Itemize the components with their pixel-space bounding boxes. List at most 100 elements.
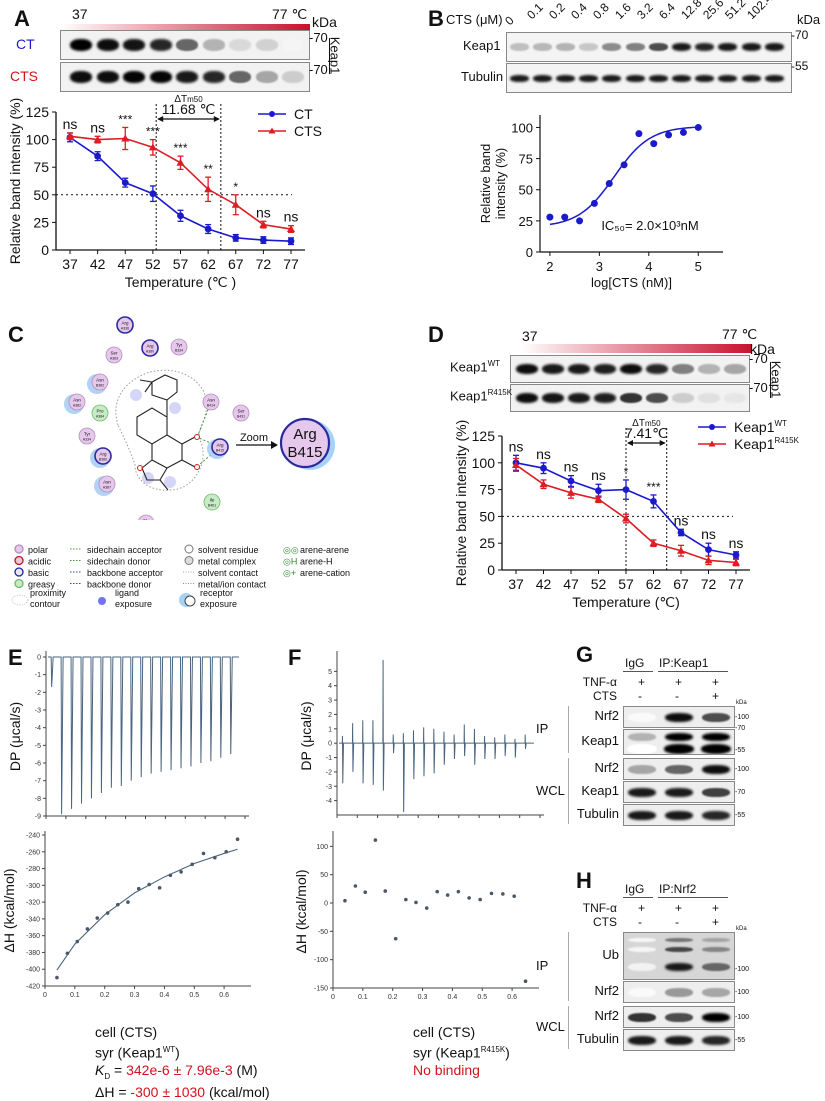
blot-strip-nrf2 <box>623 706 735 728</box>
group-label-ip: IP:Keap1 <box>659 656 709 670</box>
mw-marker: -55 <box>735 812 746 819</box>
y-axis-label: Relative band intensity (%) <box>453 420 469 587</box>
blot-band <box>741 74 761 82</box>
data-point <box>393 936 398 941</box>
mw-marker: -70 <box>749 380 768 395</box>
row-label-ct: CT <box>16 36 35 52</box>
kda-label: kDa <box>736 700 747 706</box>
delta-tm-value: 7.41℃ <box>625 425 668 441</box>
blot-band <box>568 364 590 374</box>
blot-band <box>96 71 119 83</box>
cell-label: cell (CTS) <box>95 1024 158 1040</box>
blot-band <box>542 393 564 403</box>
x-tick-label: 0.4 <box>160 992 170 999</box>
chart-e-thermogram: 0-1-2-3-4-5-6-7-8-905101520253035404550T… <box>7 651 249 821</box>
label-text: Keap1 <box>450 359 488 375</box>
blot-band <box>176 39 198 51</box>
data-point <box>677 546 685 554</box>
data-point <box>489 891 494 896</box>
residue-name: Arg <box>121 321 129 326</box>
significance-label: *** <box>646 480 660 494</box>
x-tick-label: 52 <box>145 256 161 272</box>
data-point <box>343 898 347 903</box>
ligand-interaction-diagram: ArgA336ArgA380TyrB334SerA363AsnB382AsnA3… <box>64 316 335 520</box>
ligand-exposure <box>142 472 154 484</box>
blot-band <box>718 74 738 82</box>
data-point <box>121 134 130 142</box>
residue-id: B334 <box>175 349 183 353</box>
blot-band <box>229 71 251 83</box>
treatment-value: - <box>638 915 642 929</box>
x-tick-label: 77 <box>283 256 299 272</box>
blot-band <box>96 39 119 51</box>
kda-label-b: kDa <box>797 12 821 27</box>
residue-ile-b461 <box>203 493 221 511</box>
row-label-keap1: Keap1 <box>581 783 619 798</box>
oxygen-atom <box>194 434 200 440</box>
row-label-nrf2: Nrf2 <box>594 760 619 775</box>
chart-e-isotherm: -240 -260 -280 -300 -320 -340 -360 -380 -400 -420… <box>1 831 251 999</box>
data-point <box>65 951 70 956</box>
binding-result: No binding <box>413 1061 480 1078</box>
row-label-keap1-wt: Keap1WT <box>450 359 500 374</box>
delta-tm-value: 11.68 ℃ <box>162 101 216 117</box>
significance-label: * <box>624 465 629 479</box>
blot-band <box>665 938 693 942</box>
blot-strip-cts <box>60 62 310 92</box>
blot-band <box>202 39 225 51</box>
concentration-label: 0.1 <box>524 0 546 22</box>
x-tick-label: 62 <box>646 576 662 592</box>
data-point <box>66 132 74 140</box>
data-point <box>414 900 418 905</box>
treatment-label: TNF-α <box>582 675 617 689</box>
x-tick-label: 2 <box>546 259 553 274</box>
data-point <box>694 123 702 131</box>
data-point <box>679 128 687 136</box>
x-tick-label: 0.2 <box>100 992 110 999</box>
y-tick-label: -240 <box>26 833 40 840</box>
residue-name: Tyr <box>84 432 91 437</box>
data-point <box>456 889 461 894</box>
kd-value: KD = 342e-6 ± 7.96e-3 (M) <box>95 1061 258 1081</box>
x-tick-label: 72 <box>701 576 717 592</box>
oxygen-atom <box>194 464 200 470</box>
section-bracket <box>568 932 569 1001</box>
blot-strip-keap1 <box>506 32 792 62</box>
y-tick-label: 0 <box>324 901 328 908</box>
blot-strip-tubulin <box>623 1029 735 1051</box>
data-point <box>435 889 439 894</box>
blot-band <box>702 810 730 820</box>
treatment-value: + <box>712 915 720 929</box>
legend-item: solvent residue <box>198 545 259 555</box>
blot-band <box>698 364 720 374</box>
concentration-label: 0 <box>502 13 517 28</box>
x-tick-label: 3 <box>596 259 603 274</box>
y-tick-label: -2 <box>326 769 332 776</box>
data-point <box>55 975 59 980</box>
residue-name: Arg <box>216 443 224 448</box>
treatment-value: + <box>638 901 646 915</box>
blot-band <box>702 1035 730 1045</box>
arrow-head-right <box>213 116 220 122</box>
group-label-igg: IgG <box>625 882 645 896</box>
blot-band <box>665 1012 693 1022</box>
residue-id: B380 <box>99 458 107 462</box>
y-tick-label: -420 <box>26 984 40 991</box>
residue-id: A384 <box>96 415 104 419</box>
row-label-tubulin: Tubulin <box>576 1031 619 1046</box>
legend-item: metal/ion contact <box>198 580 267 590</box>
blot-strip-ub <box>623 932 735 980</box>
section-bracket <box>568 758 569 824</box>
treatment-value: + <box>675 675 683 689</box>
blot-strip-nrf2 <box>623 1006 735 1028</box>
y-tick-label: -9 <box>35 814 41 821</box>
y-tick-label: -50 <box>318 929 328 936</box>
blot-band <box>665 733 693 741</box>
treatment-value: + <box>675 901 683 915</box>
blot-band <box>764 43 784 51</box>
legend-label: Keap1WT <box>734 419 787 435</box>
y-axis-label: ΔH (kcal/mol) <box>1 868 17 952</box>
blot-band <box>625 43 645 51</box>
data-point <box>232 234 240 242</box>
